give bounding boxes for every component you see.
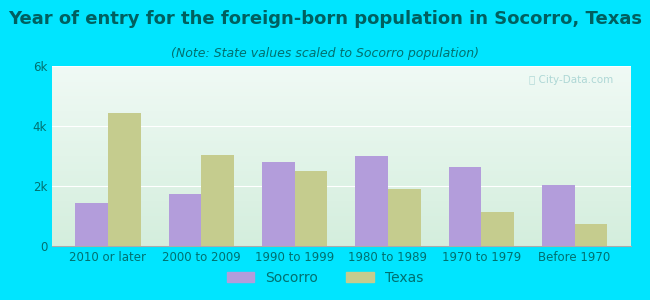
Bar	[262, 162, 294, 246]
Bar	[75, 202, 108, 246]
Bar	[202, 154, 234, 246]
Bar	[448, 167, 481, 246]
Text: Year of entry for the foreign-born population in Socorro, Texas: Year of entry for the foreign-born popul…	[8, 11, 642, 28]
Bar	[294, 171, 327, 246]
Bar	[388, 189, 421, 246]
Text: (Note: State values scaled to Socorro population): (Note: State values scaled to Socorro po…	[171, 46, 479, 59]
Bar	[542, 184, 575, 246]
Bar	[108, 112, 140, 246]
Bar	[356, 156, 388, 246]
Bar	[481, 212, 514, 246]
Legend: Socorro, Texas: Socorro, Texas	[221, 265, 429, 290]
Bar	[168, 194, 202, 246]
Bar	[575, 224, 607, 246]
Text: ⓘ City-Data.com: ⓘ City-Data.com	[529, 75, 613, 85]
